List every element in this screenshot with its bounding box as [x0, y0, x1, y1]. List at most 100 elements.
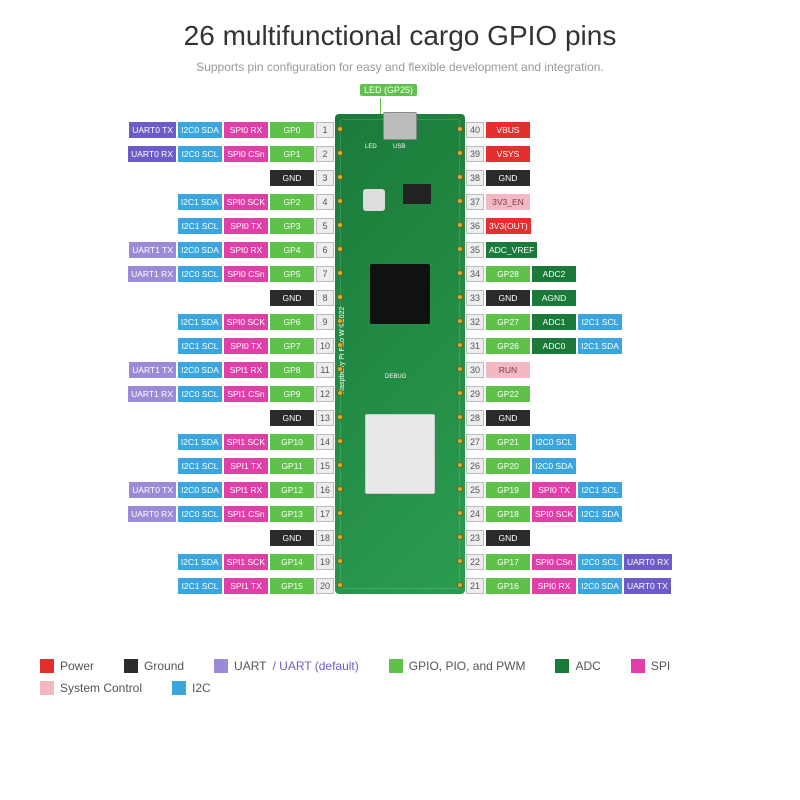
pin-number-left: 17 — [316, 506, 334, 522]
pin-label: I2C0 SDA — [178, 242, 222, 258]
pin-row-right: 39VSYS — [466, 146, 790, 162]
pin-row-left: UART1 TXI2C0 SDASPI1 RXGP811 — [10, 362, 334, 378]
legend-swatch — [631, 659, 645, 673]
legend-label: Ground — [144, 659, 184, 673]
led-callout: LED (GP25) — [360, 84, 417, 96]
pin-label: VSYS — [486, 146, 530, 162]
pin-row-left: I2C1 SDASPI1 SCKGP1014 — [10, 434, 334, 450]
pin-label: GP21 — [486, 434, 530, 450]
legend-swatch — [555, 659, 569, 673]
pin-label: 3V3_EN — [486, 194, 530, 210]
pin-label: GND — [270, 290, 314, 306]
pin-label: I2C0 SDA — [178, 482, 222, 498]
pin-label: SPI0 SCK — [224, 194, 268, 210]
pin-label: I2C1 SDA — [578, 338, 622, 354]
legend-label: I2C — [192, 681, 211, 695]
pin-label: GP18 — [486, 506, 530, 522]
legend-extra: / UART (default) — [273, 659, 359, 673]
legend-label: Power — [60, 659, 94, 673]
pin-number-right: 30 — [466, 362, 484, 378]
pin-label: ADC1 — [532, 314, 576, 330]
pin-number-left: 15 — [316, 458, 334, 474]
pin-row-left: GND13 — [10, 410, 334, 426]
pin-label: I2C1 SDA — [178, 434, 222, 450]
pin-label: 3V3(OUT) — [486, 218, 531, 234]
legend-item: UART / UART (default) — [214, 659, 359, 673]
pin-label: GP26 — [486, 338, 530, 354]
pin-label: I2C1 SCL — [178, 458, 222, 474]
pin-label: GP13 — [270, 506, 314, 522]
pin-label: GP0 — [270, 122, 314, 138]
pin-label: VBUS — [486, 122, 530, 138]
pin-number-left: 3 — [316, 170, 334, 186]
legend-item: Power — [40, 659, 94, 673]
pin-label: SPI0 CSn — [532, 554, 576, 570]
pin-row: GND1823GND — [10, 526, 790, 550]
page: 26 multifunctional cargo GPIO pins Suppo… — [0, 0, 800, 705]
pin-label: I2C0 SDA — [178, 362, 222, 378]
pin-label: UART0 RX — [128, 506, 176, 522]
pin-label: UART1 RX — [128, 386, 176, 402]
pin-number-left: 19 — [316, 554, 334, 570]
pin-label: UART0 TX — [129, 122, 176, 138]
pin-label: SPI0 CSn — [224, 266, 268, 282]
pin-label: UART0 TX — [129, 482, 176, 498]
pin-label: GND — [270, 170, 314, 186]
legend-label: ADC — [575, 659, 600, 673]
pin-number-right: 25 — [466, 482, 484, 498]
pin-number-right: 40 — [466, 122, 484, 138]
pin-label: GP4 — [270, 242, 314, 258]
pin-row: GND1328GND — [10, 406, 790, 430]
pin-row-right: 21GP16SPI0 RXI2C0 SDAUART0 TX — [466, 578, 790, 594]
pin-label: UART1 TX — [129, 362, 176, 378]
pin-row-left: UART0 RXI2C0 SCLSPI0 CSnGP12 — [10, 146, 334, 162]
pin-row-left: I2C1 SCLSPI1 TXGP1115 — [10, 458, 334, 474]
legend-label: UART — [234, 659, 266, 673]
pin-number-right: 26 — [466, 458, 484, 474]
pin-row: I2C1 SDASPI1 SCKGP101427GP21I2C0 SCL — [10, 430, 790, 454]
legend-swatch — [40, 681, 54, 695]
pin-label: SPI0 RX — [224, 242, 268, 258]
pin-row-left: UART0 TXI2C0 SDASPI0 RXGP01 — [10, 122, 334, 138]
pin-label: I2C0 SCL — [178, 266, 222, 282]
pin-label: GP8 — [270, 362, 314, 378]
pin-label: SPI0 SCK — [224, 314, 268, 330]
pin-label: I2C0 SDA — [178, 122, 222, 138]
pin-label: I2C1 SDA — [178, 314, 222, 330]
pin-label: GP12 — [270, 482, 314, 498]
pin-row-left: UART0 RXI2C0 SCLSPI1 CSnGP1317 — [10, 506, 334, 522]
pin-number-left: 13 — [316, 410, 334, 426]
pin-row: UART1 RXI2C0 SCLSPI0 CSnGP57 34GP28ADC2 — [10, 262, 790, 286]
pin-row-right: 25GP19SPI0 TXI2C1 SCL — [466, 482, 790, 498]
pin-row-left: I2C1 SCLSPI1 TXGP1520 — [10, 578, 334, 594]
pin-row: I2C1 SCLSPI0 TXGP71031GP26ADC0I2C1 SDA — [10, 334, 790, 358]
pin-label: GP15 — [270, 578, 314, 594]
legend-item: ADC — [555, 659, 600, 673]
pin-row-right: 34GP28ADC2 — [466, 266, 790, 282]
legend-item: GPIO, PIO, and PWM — [389, 659, 526, 673]
pin-row-right: 24GP18SPI0 SCKI2C1 SDA — [466, 506, 790, 522]
pin-number-right: 24 — [466, 506, 484, 522]
pin-label: SPI0 CSn — [224, 146, 268, 162]
pin-row-left: GND18 — [10, 530, 334, 546]
pin-number-left: 16 — [316, 482, 334, 498]
pin-row-left: UART1 RXI2C0 SCLSPI0 CSnGP57 — [10, 266, 334, 282]
pin-label: I2C1 SCL — [178, 218, 222, 234]
pin-row: I2C1 SDASPI1 SCKGP141922GP17SPI0 CSnI2C0… — [10, 550, 790, 574]
pin-number-left: 7 — [316, 266, 334, 282]
pin-label: SPI1 RX — [224, 482, 268, 498]
pin-label: ADC0 — [532, 338, 576, 354]
pin-label: GP28 — [486, 266, 530, 282]
pin-number-left: 20 — [316, 578, 334, 594]
legend-swatch — [389, 659, 403, 673]
pin-row: I2C1 SDASPI0 SCKGP6932GP27ADC1I2C1 SCL — [10, 310, 790, 334]
pin-label: UART1 RX — [128, 266, 176, 282]
pin-rows: UART0 TXI2C0 SDASPI0 RXGP01 40VBUS UART0 R… — [10, 118, 790, 598]
pin-row-right: 26GP20I2C0 SDA — [466, 458, 790, 474]
pin-row: UART1 TXI2C0 SDASPI0 RXGP4635ADC_VREF — [10, 238, 790, 262]
pin-number-left: 10 — [316, 338, 334, 354]
pin-row-left: I2C1 SDASPI0 SCKGP69 — [10, 314, 334, 330]
pin-label: SPI1 RX — [224, 362, 268, 378]
pin-label: SPI1 CSn — [224, 506, 268, 522]
pin-label: GP27 — [486, 314, 530, 330]
